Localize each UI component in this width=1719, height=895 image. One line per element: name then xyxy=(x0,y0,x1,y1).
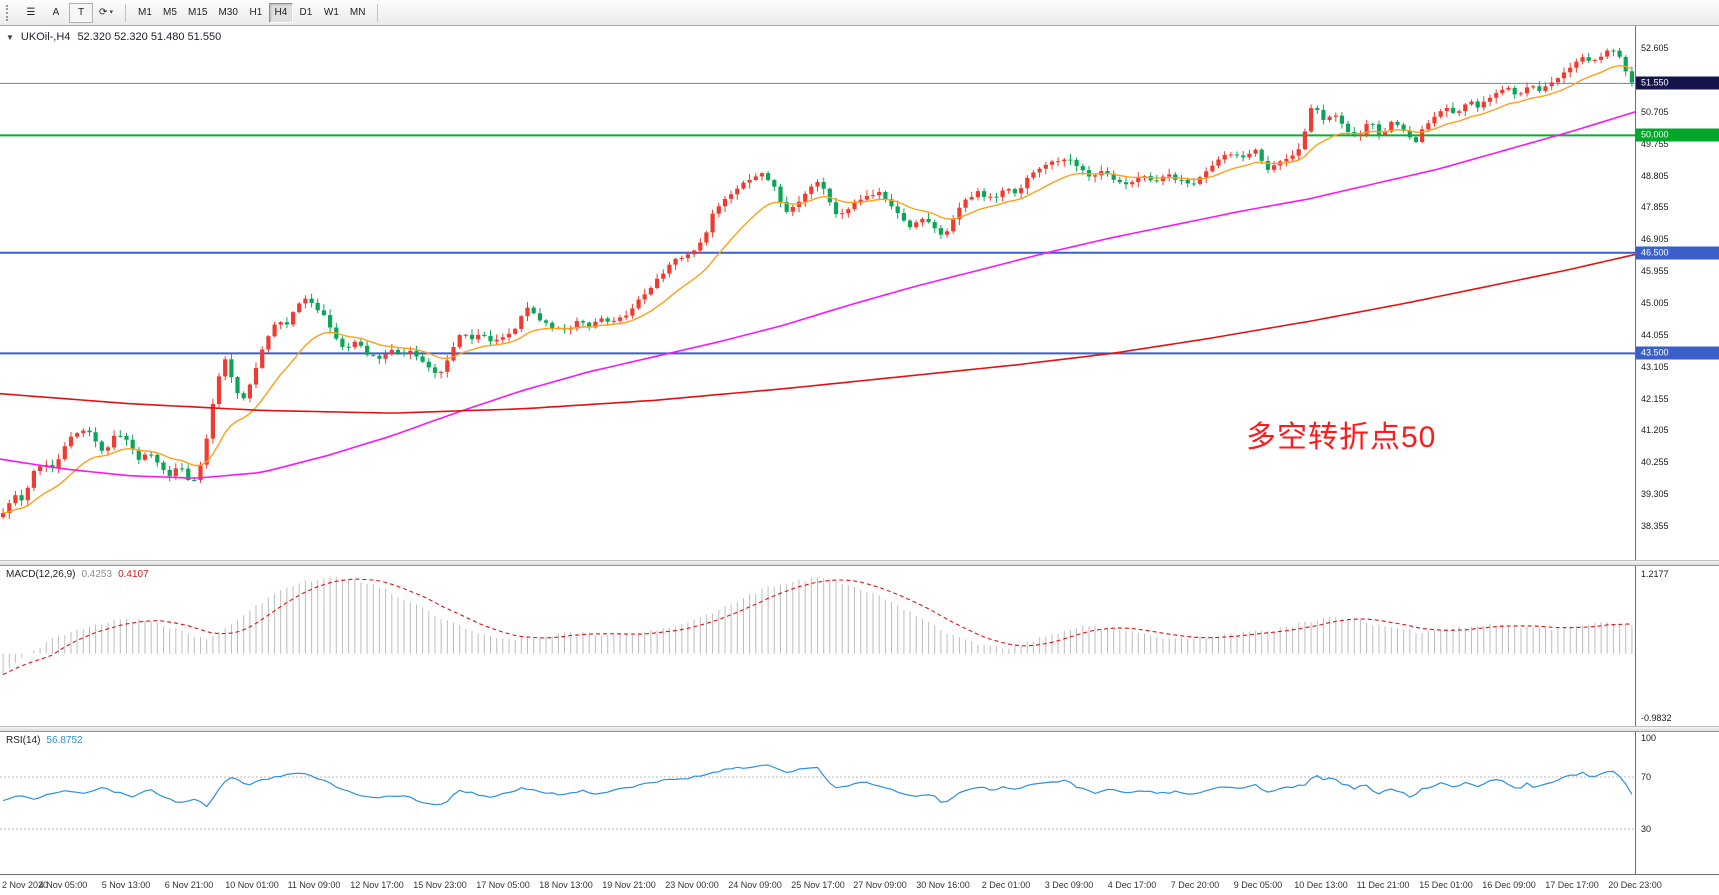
price-tick-label: 50.705 xyxy=(1641,106,1669,117)
timeframe-h4-button[interactable]: H4 xyxy=(268,2,293,23)
macd-tick-label: -0.9832 xyxy=(1641,713,1672,723)
time-axis-label: 18 Nov 13:00 xyxy=(539,880,593,890)
time-axis-label: 16 Dec 09:00 xyxy=(1482,880,1536,890)
time-axis-label: 11 Dec 21:00 xyxy=(1356,880,1410,890)
time-axis-label: 19 Nov 21:00 xyxy=(602,880,656,890)
rsi-plot[interactable] xyxy=(0,732,1635,874)
timeframe-w1-button[interactable]: W1 xyxy=(319,3,344,23)
price-tick-label: 39.305 xyxy=(1641,489,1669,500)
time-axis-label: 15 Dec 01:00 xyxy=(1419,880,1473,890)
time-axis-label: 17 Nov 05:00 xyxy=(476,880,530,890)
price-line-marker: 50.000 xyxy=(1636,128,1719,142)
price-tick-label: 49.755 xyxy=(1641,138,1669,149)
timeframe-d1-button[interactable]: D1 xyxy=(294,3,318,23)
price-tick-label: 45.005 xyxy=(1641,297,1669,308)
time-axis-label: 24 Nov 09:00 xyxy=(728,880,782,890)
time-axis-label: 9 Dec 05:00 xyxy=(1233,880,1283,890)
time-axis-label: 2 Nov 2020 xyxy=(2,880,49,890)
price-line-marker: 46.500 xyxy=(1636,246,1719,260)
ohlc-values: 52.320 52.320 51.480 51.550 xyxy=(77,31,222,43)
macd-plot[interactable] xyxy=(0,566,1635,726)
macd-signal-value: 0.4107 xyxy=(118,569,149,580)
time-axis-label: 27 Nov 09:00 xyxy=(853,880,907,890)
time-axis-label: 17 Dec 17:00 xyxy=(1545,880,1599,890)
collapse-arrow-icon[interactable]: ▼ xyxy=(6,32,14,42)
timeframe-h1-button[interactable]: H1 xyxy=(244,3,268,23)
toolbar-separator xyxy=(125,3,126,22)
price-tick-label: 45.955 xyxy=(1641,266,1669,277)
rsi-value: 56.8752 xyxy=(46,735,83,746)
rsi-tick-label: 100 xyxy=(1641,733,1657,743)
macd-header: MACD(12,26,9) 0.4253 0.4107 xyxy=(6,569,149,580)
macd-panel: MACD(12,26,9) 0.4253 0.4107 1.2177 -0.983… xyxy=(0,566,1719,726)
time-axis[interactable]: 2 Nov 2020 4 Nov 05:00 5 Nov 13:00 6 Nov 21… xyxy=(0,874,1719,895)
macd-name-label: MACD(12,26,9) xyxy=(6,569,76,580)
time-axis-label: 4 Nov 05:00 xyxy=(38,880,88,890)
rsi-name-label: RSI(14) xyxy=(6,735,41,746)
time-axis-label: 5 Nov 13:00 xyxy=(101,880,151,890)
price-tick-label: 52.605 xyxy=(1641,43,1669,53)
timeframe-m15-button[interactable]: M15 xyxy=(183,3,212,23)
panel-separator[interactable] xyxy=(0,726,1719,732)
dropdown-caret-icon: ▾ xyxy=(109,9,113,16)
price-tick-label: 43.105 xyxy=(1641,361,1669,372)
time-axis-label: 7 Dec 20:00 xyxy=(1170,880,1220,890)
rsi-axis[interactable]: 100 70 30 xyxy=(1635,732,1719,874)
price-tick-label: 47.855 xyxy=(1641,202,1669,213)
time-axis-label: 30 Nov 16:00 xyxy=(916,880,970,890)
toolbar-timeframes-group: M1 M5 M15 M30 H1 H4 D1 W1 MN xyxy=(133,2,371,23)
chart-header: ▼ UKOil-,H4 52.320 52.320 51.480 51.550 xyxy=(6,31,221,43)
rsi-tick-label: 30 xyxy=(1641,824,1652,834)
price-line-marker: 51.550 xyxy=(1636,76,1719,90)
price-axis[interactable]: 52.60551.65550.70549.75548.80547.85546.9… xyxy=(1635,26,1719,560)
time-axis-label: 25 Nov 17:00 xyxy=(791,880,845,890)
rsi-panel: RSI(14) 56.8752 100 70 30 xyxy=(0,732,1719,874)
price-tick-label: 48.805 xyxy=(1641,170,1669,181)
price-tick-label: 46.905 xyxy=(1641,234,1669,245)
price-tick-label: 40.255 xyxy=(1641,457,1669,468)
time-axis-label: 15 Nov 23:00 xyxy=(413,880,467,890)
time-axis-label: 23 Nov 00:00 xyxy=(665,880,719,890)
price-line-marker: 43.500 xyxy=(1636,346,1719,360)
letter-t-tool-button[interactable]: T xyxy=(69,2,93,23)
time-axis-label: 6 Nov 21:00 xyxy=(164,880,214,890)
time-axis-label: 10 Nov 01:00 xyxy=(225,880,279,890)
time-axis-label: 4 Dec 17:00 xyxy=(1107,880,1157,890)
timeframe-m1-button[interactable]: M1 xyxy=(133,3,157,23)
time-axis-label: 12 Nov 17:00 xyxy=(350,880,404,890)
time-axis-label: 2 Dec 01:00 xyxy=(981,880,1031,890)
time-axis-label: 11 Nov 09:00 xyxy=(287,880,341,890)
time-axis-label: 10 Dec 13:00 xyxy=(1294,880,1348,890)
panel-separator[interactable] xyxy=(0,560,1719,566)
toolbar-separator xyxy=(377,3,379,22)
timeframe-mn-button[interactable]: MN xyxy=(345,3,371,23)
main-chart-panel: ▼ UKOil-,H4 52.320 52.320 51.480 51.550 … xyxy=(0,26,1719,560)
macd-main-value: 0.4253 xyxy=(81,569,113,580)
price-tick-label: 42.155 xyxy=(1641,393,1669,404)
chart-annotation-text[interactable]: 多空转折点50 xyxy=(1246,421,1437,454)
price-tick-label: 41.205 xyxy=(1641,425,1669,436)
toolbar: ☰ A T ⟳ ▾ M1 M5 M15 M30 H1 H4 D1 W1 MN xyxy=(0,0,1719,26)
timeframe-m5-button[interactable]: M5 xyxy=(158,3,182,23)
rsi-tick-label: 70 xyxy=(1641,772,1652,782)
toolbar-tools-group: ☰ A T ⟳ ▾ xyxy=(19,2,118,23)
symbol-period-label: UKOil-,H4 xyxy=(20,31,71,43)
macd-tick-label: 1.2177 xyxy=(1641,569,1669,579)
price-plot[interactable] xyxy=(0,26,1635,560)
price-tick-label: 38.355 xyxy=(1641,521,1669,531)
price-tick-label: 44.055 xyxy=(1641,329,1669,340)
rsi-header: RSI(14) 56.8752 xyxy=(6,735,83,746)
macd-axis[interactable]: 1.2177 -0.9832 xyxy=(1635,566,1719,726)
timeframe-m30-button[interactable]: M30 xyxy=(213,3,242,23)
cycle-tool-button[interactable]: ⟳ ▾ xyxy=(94,3,118,23)
chart-list-button[interactable]: ☰ xyxy=(19,3,43,23)
letter-a-tool-button[interactable]: A xyxy=(44,3,68,23)
time-axis-label: 20 Dec 23:00 xyxy=(1608,880,1662,890)
time-axis-label: 3 Dec 09:00 xyxy=(1044,880,1094,890)
toolbar-grip-handle[interactable] xyxy=(6,4,12,21)
